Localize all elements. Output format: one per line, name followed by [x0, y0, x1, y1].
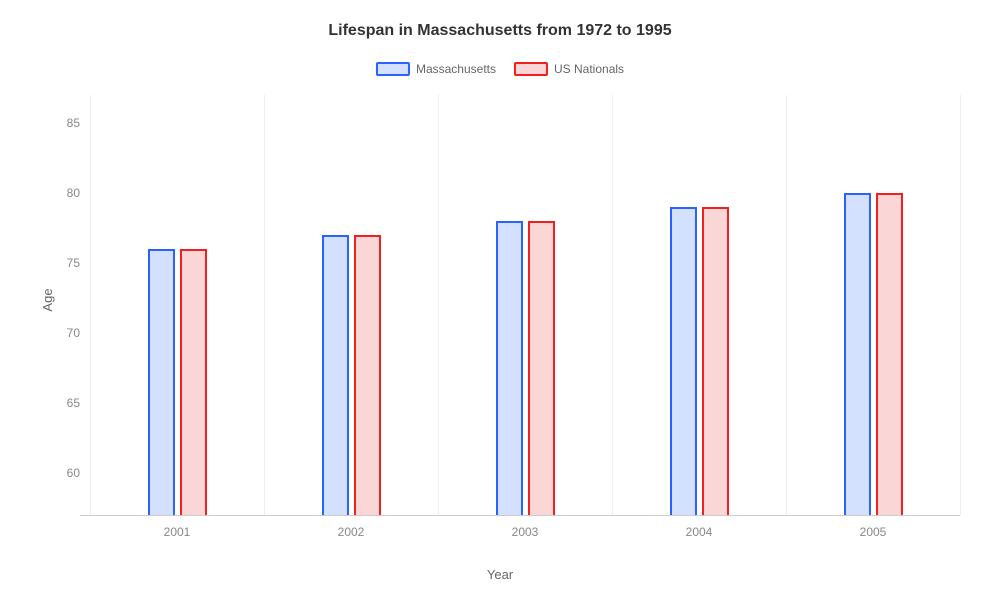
x-tick-label: 2001: [164, 525, 191, 539]
bar-massachusetts[interactable]: [844, 193, 871, 515]
bar-massachusetts[interactable]: [496, 221, 523, 515]
x-tick-label: 2004: [686, 525, 713, 539]
legend-item-massachusetts[interactable]: Massachusetts: [376, 62, 496, 76]
gridline-vertical: [90, 95, 91, 515]
bar-us-nationals[interactable]: [528, 221, 555, 515]
bar-massachusetts[interactable]: [670, 207, 697, 515]
gridline-vertical: [264, 95, 265, 515]
y-tick-label: 65: [50, 396, 80, 410]
bar-us-nationals[interactable]: [702, 207, 729, 515]
x-axis-title: Year: [487, 567, 513, 582]
legend-swatch-massachusetts: [376, 62, 410, 76]
gridline-vertical: [612, 95, 613, 515]
bar-massachusetts[interactable]: [148, 249, 175, 515]
y-tick-label: 60: [50, 466, 80, 480]
y-tick-label: 70: [50, 326, 80, 340]
x-tick-label: 2005: [860, 525, 887, 539]
legend-item-us-nationals[interactable]: US Nationals: [514, 62, 624, 76]
bar-us-nationals[interactable]: [180, 249, 207, 515]
bar-us-nationals[interactable]: [876, 193, 903, 515]
bar-us-nationals[interactable]: [354, 235, 381, 515]
y-tick-label: 85: [50, 116, 80, 130]
legend-swatch-us-nationals: [514, 62, 548, 76]
y-tick-label: 80: [50, 186, 80, 200]
chart-container: Lifespan in Massachusetts from 1972 to 1…: [0, 0, 1000, 600]
legend-label: US Nationals: [554, 62, 624, 76]
plot-area: 60657075808520012002200320042005: [90, 95, 960, 515]
x-tick-label: 2002: [338, 525, 365, 539]
legend-label: Massachusetts: [416, 62, 496, 76]
x-tick-label: 2003: [512, 525, 539, 539]
chart-title: Lifespan in Massachusetts from 1972 to 1…: [328, 22, 671, 40]
y-tick-label: 75: [50, 256, 80, 270]
gridline-vertical: [438, 95, 439, 515]
gridline-vertical: [960, 95, 961, 515]
bar-massachusetts[interactable]: [322, 235, 349, 515]
x-axis-line: [80, 515, 960, 516]
y-axis-title: Age: [40, 288, 55, 311]
legend: Massachusetts US Nationals: [376, 62, 624, 76]
gridline-vertical: [786, 95, 787, 515]
